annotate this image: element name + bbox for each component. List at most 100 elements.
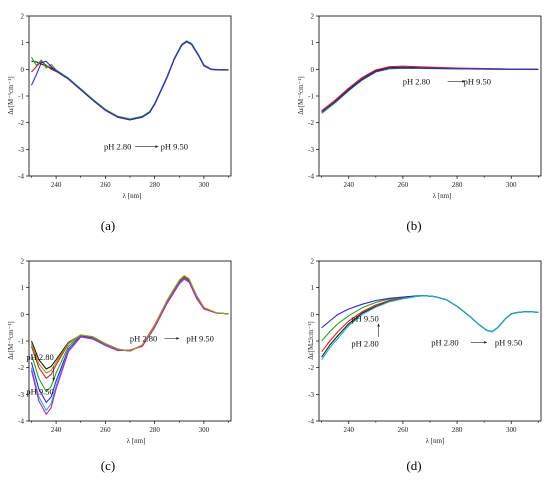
panel-b-y-tick-label: -3: [308, 146, 314, 154]
panel-a-plot: 240 260 280 300 2 1 0 -1 -2 -3 -4 pH 2.80 pH 9.50: [18, 13, 232, 189]
panel-c-x-tick-label: 240: [51, 426, 62, 434]
panel-d-x-label: λ [nm]: [426, 437, 445, 445]
panel-c-annotation: pH 9.50: [187, 333, 214, 343]
panel-b-y-tick-label: -1: [308, 93, 314, 101]
panel-d-arrow-head: [377, 323, 380, 327]
panel-b: 240 260 280 300 2 1 0 -1 -2 -3 -4 pH 2.80 pH 9.50 Δε…: [297, 13, 542, 233]
panel-a-x-tick-label: 240: [51, 181, 62, 189]
panel-d-y-tick-label: 2: [311, 258, 315, 266]
panel-c: 240 260 280 300 2 1 0 -1 -2 -3 -4 pH 2.80 pH 9.50 pH …: [7, 258, 232, 473]
panel-c-x-tick-label: 260: [100, 426, 111, 434]
panel-d-arrow: [470, 340, 487, 344]
panel-b-annotation: pH 9.50: [464, 76, 491, 86]
panel-c-y-tick-label: -4: [18, 418, 24, 426]
panel-a-series-line: [30, 41, 229, 121]
panel-b-y-tick-label: 2: [311, 13, 315, 21]
panel-d-x-tick-label: 240: [344, 426, 355, 434]
panel-a-series-line: [30, 40, 229, 120]
panel-b-series-line: [321, 67, 539, 114]
panel-d-annotation: pH 9.50: [495, 337, 522, 347]
panel-b-x-tick-label: 260: [398, 181, 409, 189]
panel-c-y-tick-label: 2: [21, 258, 25, 266]
panel-b-y-label: Δε[M⁻¹cm⁻¹]: [297, 76, 305, 114]
panel-d-arrow-head: [483, 340, 487, 344]
panel-a-annotation: pH 9.50: [161, 142, 188, 152]
panel-b-x-label: λ [nm]: [433, 192, 452, 200]
panel-a-arrow: [134, 145, 159, 149]
panel-c-x-tick-label: 300: [199, 426, 210, 434]
panel-b-series-line: [321, 66, 539, 113]
panel-d-plot: 240 260 280 300 2 1 0 -1 -2 -3 -4 pH 9.50 pH 2.80 pH …: [308, 258, 542, 434]
panel-a-frame: [28, 15, 232, 177]
panel-b-plot: 240 260 280 300 2 1 0 -1 -2 -3 -4 pH 2.80 pH 9.50: [308, 13, 542, 189]
panel-d-series-line: [321, 295, 539, 360]
panel-a-x-tick-label: 260: [100, 181, 111, 189]
panel-c-x-label: λ [nm]: [127, 437, 146, 445]
panel-c-series-line: [30, 275, 229, 374]
panel-d: 240 260 280 300 2 1 0 -1 -2 -3 -4 pH 9.50 pH 2.80 pH …: [307, 258, 542, 473]
panel-d-y-tick-label: -1: [308, 338, 314, 346]
panel-a-y-tick-label: -2: [18, 119, 24, 127]
panel-d-arrow: [377, 323, 380, 337]
panel-b-series-line: [321, 65, 539, 112]
panel-c-y-tick-label: 0: [21, 311, 25, 319]
panel-d-y-tick-label: 1: [311, 284, 315, 292]
panel-b-x-tick-label: 280: [452, 181, 463, 189]
panel-b-arrow: [447, 79, 466, 83]
panel-c-annotation: pH 2.80: [130, 333, 157, 343]
panel-a-series-line: [31, 40, 229, 121]
panel-a-annotation: pH 2.80: [104, 142, 131, 152]
panel-c-series-line: [30, 278, 229, 415]
panel-b-y-tick-label: -2: [308, 119, 314, 127]
panel-c-arrow-head: [176, 336, 180, 340]
panel-d-y-tick-label: -2: [308, 364, 314, 372]
panel-a-caption: (a): [101, 218, 115, 233]
panel-a-y-tick-label: 2: [21, 13, 25, 21]
panel-d-y-label: Δε[M⁻¹cm⁻¹]: [307, 321, 315, 359]
panel-a: 240 260 280 300 2 1 0 -1 -2 -3 -4 pH 2.80 pH 9.50 Δε…: [7, 13, 232, 233]
panel-a-y-tick-label: 0: [21, 66, 25, 74]
panel-c-caption: (c): [101, 458, 115, 473]
panel-d-x-tick-label: 280: [452, 426, 463, 434]
panel-a-y-tick-label: -3: [18, 146, 24, 154]
panel-b-y-tick-label: 1: [311, 39, 315, 47]
panel-c-annotation: pH 2.80: [26, 352, 53, 362]
panel-c-annotation: pH 9.50: [26, 387, 53, 397]
panel-c-arrow: [164, 336, 180, 340]
panel-c-arrow: [52, 366, 56, 381]
panel-a-x-tick-label: 300: [199, 181, 210, 189]
panel-b-y-tick-label: -4: [308, 173, 314, 181]
panel-d-annotation: pH 9.50: [351, 313, 378, 323]
panel-b-annotation: pH 2.80: [403, 76, 430, 86]
panel-c-y-tick-label: -3: [18, 391, 24, 399]
panel-a-y-tick-label: -4: [18, 173, 24, 181]
panel-d-caption: (d): [406, 458, 421, 473]
panel-d-annotation: pH 2.80: [351, 339, 378, 349]
panel-c-y-tick-label: 1: [21, 284, 25, 292]
panel-b-x-tick-label: 240: [344, 181, 355, 189]
panel-d-x-tick-label: 260: [398, 426, 409, 434]
panel-b-series-line: [321, 67, 539, 113]
panel-a-y-tick-label: -1: [18, 93, 24, 101]
panel-c-y-label: Δε[M⁻¹cm⁻¹]: [7, 321, 15, 359]
panel-b-arrow-head: [462, 79, 466, 83]
panel-d-annotation: pH 2.80: [431, 337, 458, 347]
panel-c-y-tick-label: -1: [18, 338, 24, 346]
panel-b-y-tick-label: 0: [311, 66, 315, 74]
panel-c-x-tick-label: 280: [149, 426, 160, 434]
panel-b-caption: (b): [406, 218, 421, 233]
panel-d-y-tick-label: 0: [311, 311, 315, 319]
panel-a-arrow-head: [155, 145, 159, 149]
panel-c-arrow-head: [52, 378, 56, 381]
panel-a-x-tick-label: 280: [149, 181, 160, 189]
panel-c-plot: 240 260 280 300 2 1 0 -1 -2 -3 -4 pH 2.80 pH 9.50 pH …: [18, 258, 232, 434]
panel-c-y-tick-label: -2: [18, 364, 24, 372]
panel-a-x-label: λ [nm]: [123, 192, 142, 200]
panel-d-y-tick-label: -4: [308, 418, 314, 426]
panel-d-y-tick-label: -3: [308, 391, 314, 399]
panel-a-y-tick-label: 1: [21, 39, 25, 47]
panel-b-frame: [318, 15, 542, 177]
panel-a-series-line: [31, 41, 229, 121]
panel-d-x-tick-label: 300: [506, 426, 517, 434]
